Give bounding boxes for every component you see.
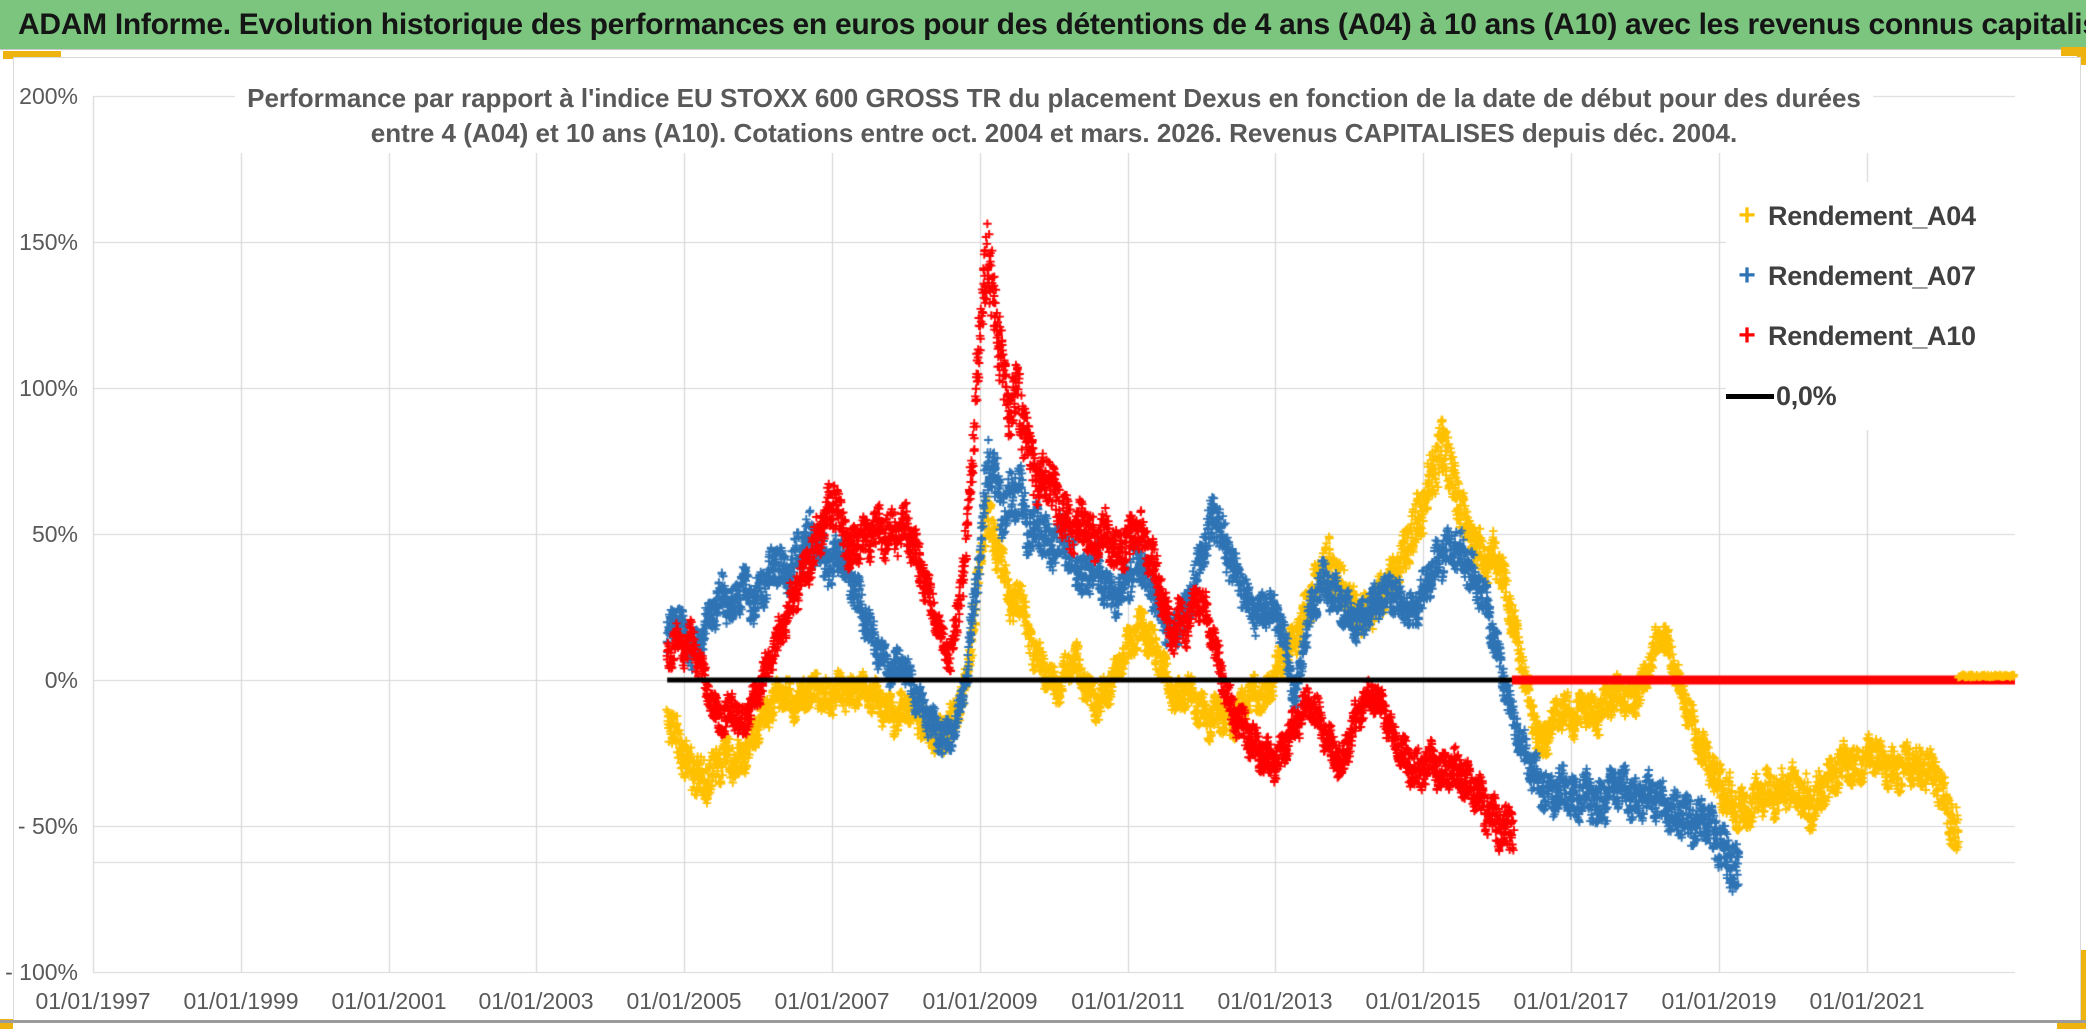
y-axis-tick-label: 200% (19, 83, 78, 109)
legend-item-a04: + Rendement_A04 (1726, 186, 2018, 246)
y-axis-tick-label: 50% (31, 521, 78, 547)
legend-item-zero-line: 0,0% (1726, 366, 2018, 426)
chart-title: Performance par rapport à l'indice EU ST… (235, 79, 1873, 153)
plus-marker-a10-icon: + (1738, 319, 1756, 352)
y-axis-tick-label: - 50% (17, 813, 78, 839)
y-axis-tick-label: 100% (19, 375, 78, 401)
legend-label-a10: Rendement_A10 (1768, 320, 1976, 351)
y-axis-tick-label: 0% (44, 667, 78, 693)
legend-item-a07: + Rendement_A07 (1726, 246, 2018, 306)
x-axis-tick-label: 01/01/1997 (35, 988, 151, 1014)
x-axis-tick-label: 01/01/2009 (922, 988, 1038, 1014)
x-axis-tick-label: 01/01/2013 (1217, 988, 1333, 1014)
chart-title-line2: entre 4 (A04) et 10 ans (A10). Cotations… (370, 118, 1738, 148)
x-axis-tick-label: 01/01/2019 (1661, 988, 1777, 1014)
x-axis-tick-label: 01/01/2003 (478, 988, 594, 1014)
legend-item-a10: + Rendement_A10 (1726, 306, 2018, 366)
legend-label-a04: Rendement_A04 (1768, 200, 1976, 231)
chart-title-line1: Performance par rapport à l'indice EU ST… (247, 83, 1861, 113)
x-axis-tick-label: 01/01/2005 (626, 988, 742, 1014)
plus-marker-a07-icon: + (1738, 259, 1756, 292)
x-axis-tick-label: 01/01/2011 (1071, 988, 1185, 1014)
legend: + Rendement_A04 + Rendement_A07 + Rendem… (1726, 182, 2018, 430)
x-axis-tick-label: 01/01/2007 (774, 988, 890, 1014)
zero-line-swatch-icon (1726, 393, 1774, 399)
x-axis-tick-label: 01/01/2001 (331, 988, 447, 1014)
y-axis-tick-label: 150% (19, 229, 78, 255)
y-axis-tick-label: - 100% (5, 959, 78, 985)
x-axis-tick-label: 01/01/2017 (1513, 988, 1629, 1014)
x-axis-tick-label: 01/01/2021 (1809, 988, 1925, 1014)
legend-label-zero: 0,0% (1776, 380, 1837, 411)
legend-label-a07: Rendement_A07 (1768, 260, 1976, 291)
slide-bottom-edge (0, 1020, 2086, 1023)
x-axis-tick-label: 01/01/1999 (183, 988, 299, 1014)
x-axis-tick-label: 01/01/2015 (1365, 988, 1481, 1014)
plus-marker-a04-icon: + (1738, 199, 1756, 232)
